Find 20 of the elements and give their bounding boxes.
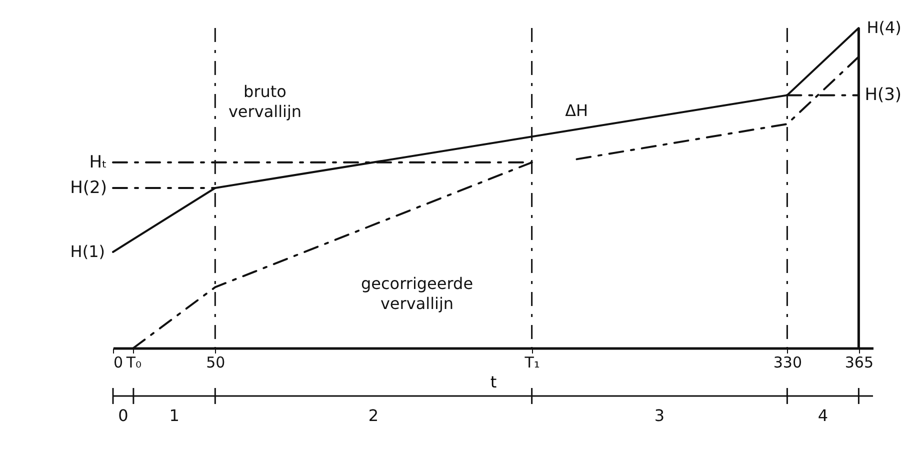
text: 3 <box>654 406 665 425</box>
annotation: gecorrigeerde vervallijn <box>360 274 474 313</box>
text: 1 <box>169 406 180 425</box>
annotation: H(1) <box>70 242 105 261</box>
x-tick-label: 365 <box>844 354 874 372</box>
annotation: ΔH <box>565 101 588 120</box>
x-tick-label: T₁ <box>524 354 540 372</box>
text: 4 <box>818 406 828 425</box>
x-tick-label: 50 <box>206 354 226 372</box>
x-axis-title: t <box>490 372 497 392</box>
annotation: H(4) <box>866 18 902 37</box>
series-label: Hₜ <box>89 152 107 172</box>
text: 0 <box>118 406 128 425</box>
series-label: H(3) <box>864 85 902 106</box>
x-tick-label: 0 <box>114 354 124 372</box>
text: 2 <box>368 406 379 425</box>
x-tick-label: T₀ <box>125 354 142 372</box>
series-label: H(2) <box>70 178 107 198</box>
annotation: bruto vervallijn <box>228 82 302 121</box>
x-tick-label: 330 <box>773 354 802 372</box>
